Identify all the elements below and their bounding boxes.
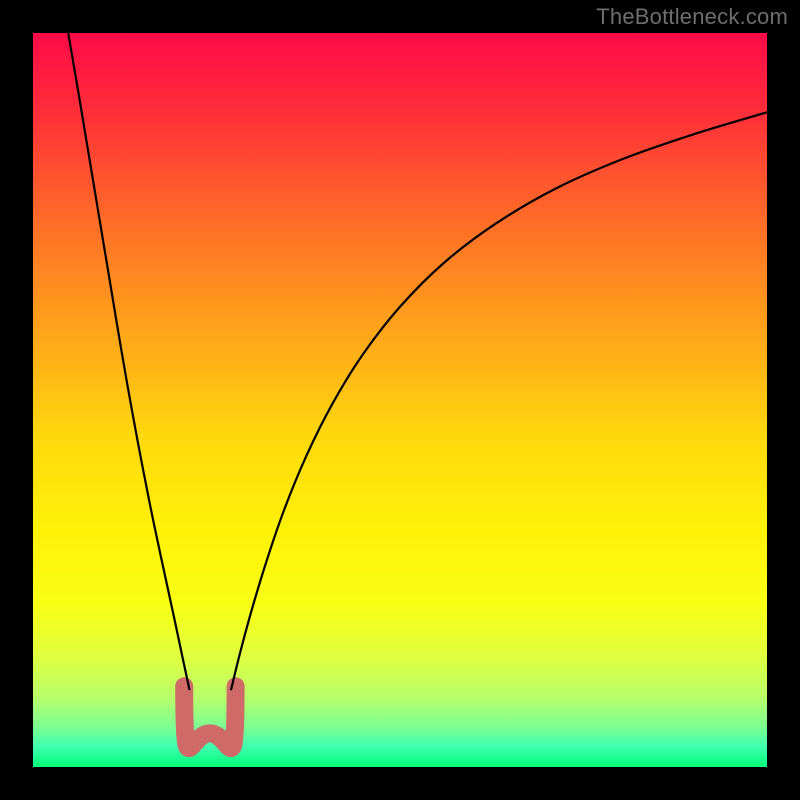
plot-area <box>33 33 767 767</box>
outer-frame: TheBottleneck.com <box>0 0 800 800</box>
watermark-text: TheBottleneck.com <box>596 4 788 30</box>
